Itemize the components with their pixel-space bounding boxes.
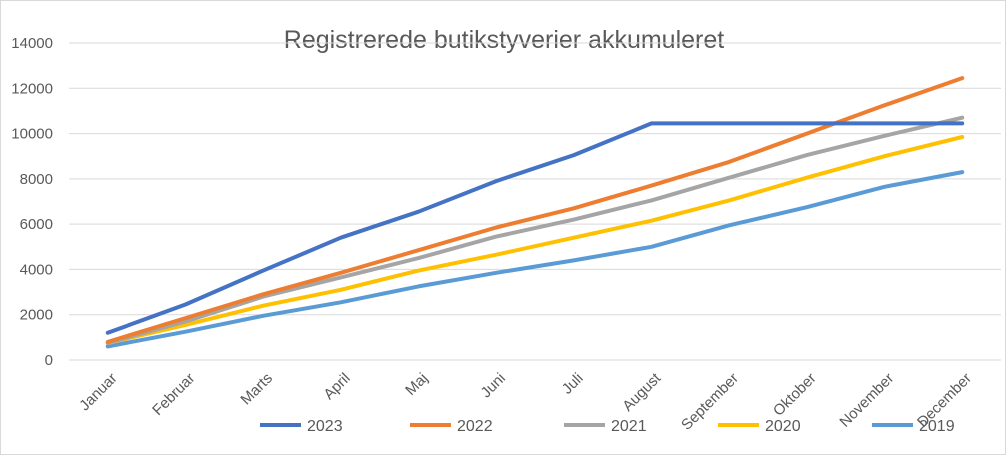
series-line-2021	[105, 115, 965, 345]
x-tick-label: Oktober	[770, 370, 820, 420]
legend-label-2021: 2021	[611, 418, 647, 435]
legend-label-2023: 2023	[307, 418, 343, 435]
x-tick-label: Juni	[478, 370, 509, 401]
y-tick-label: 12000	[11, 80, 53, 97]
x-tick-label: Maj	[402, 370, 431, 399]
y-tick-label: 10000	[11, 126, 53, 143]
x-tick-label: August	[619, 369, 665, 415]
y-tick-label: 8000	[20, 171, 53, 188]
legend: 2023 2022 2021 2020 2019	[260, 418, 955, 435]
x-axis-ticks: Januar Februar Marts April Maj Juni Juli August…	[76, 369, 975, 433]
y-tick-label: 2000	[20, 307, 53, 324]
x-tick-label: Juli	[559, 370, 587, 398]
y-tick-label: 14000	[11, 35, 53, 52]
x-tick-label: April	[320, 370, 353, 403]
y-tick-label: 0	[45, 352, 53, 369]
y-tick-label: 6000	[20, 216, 53, 233]
series-line-2022	[105, 76, 965, 344]
legend-label-2020: 2020	[765, 418, 801, 435]
x-tick-label: Januar	[76, 370, 120, 414]
legend-label-2019: 2019	[919, 418, 955, 435]
series-lines	[105, 76, 965, 349]
x-tick-label: Februar	[149, 370, 198, 419]
series-line-2020	[105, 135, 965, 345]
x-tick-label: Marts	[237, 370, 276, 409]
y-tick-label: 4000	[20, 261, 53, 278]
x-tick-label: November	[836, 370, 897, 431]
legend-label-2022: 2022	[457, 418, 493, 435]
chart-title: Registrerede butikstyverier akkumuleret	[284, 26, 725, 54]
series-line-2019	[105, 170, 965, 349]
y-axis-ticks: 0 2000 4000 6000 8000 10000 12000 14000	[11, 35, 53, 369]
series-line-2023	[105, 121, 965, 335]
